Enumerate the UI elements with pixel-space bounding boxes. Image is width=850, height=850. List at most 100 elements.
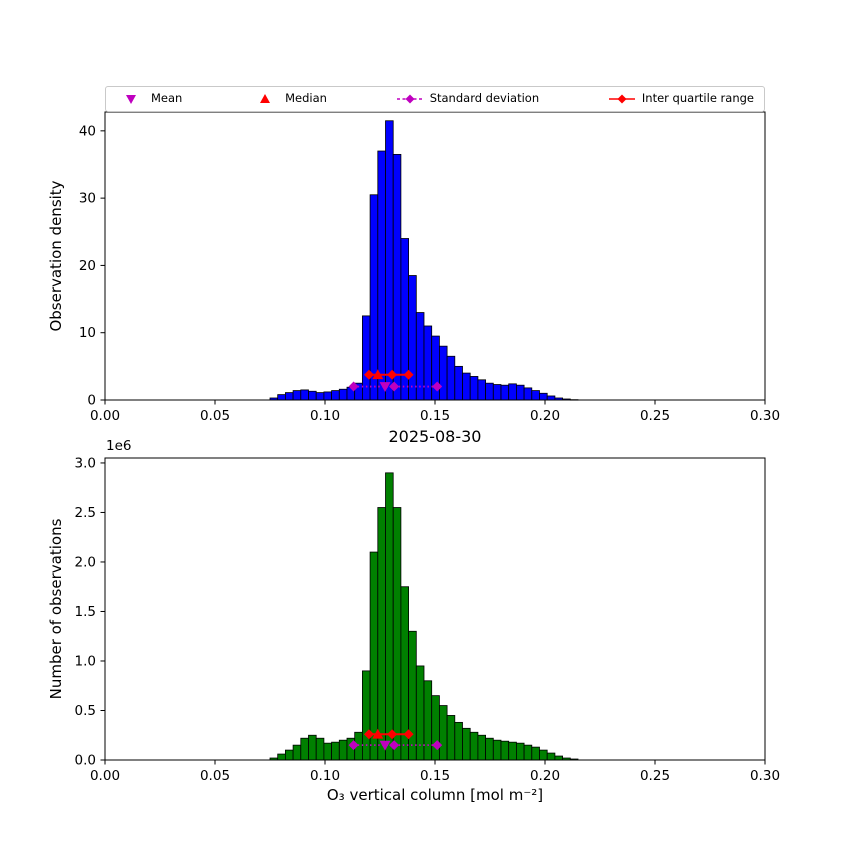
diamond-marker (364, 729, 374, 740)
histogram-bar (539, 749, 548, 761)
histogram-bar (392, 507, 402, 761)
histogram-bar (523, 387, 533, 401)
histogram-bar (485, 737, 494, 761)
histogram-bar (284, 392, 294, 401)
diamond-marker (387, 729, 398, 740)
y-axis-label: Number of observations (47, 518, 65, 699)
diamond-marker (403, 729, 414, 740)
legend-label: Mean (151, 91, 183, 106)
x-tick-label: 0.20 (530, 768, 560, 784)
y-tick-label: 30 (79, 191, 96, 207)
histogram-bar (338, 388, 348, 401)
histogram-bar (292, 744, 302, 761)
histogram-bar (308, 734, 317, 761)
legend-label: Standard deviation (429, 91, 540, 106)
diamond-icon (396, 94, 423, 104)
histogram-bar (431, 695, 440, 761)
histogram-bar (438, 705, 448, 761)
y-tick-label: 10 (79, 325, 96, 341)
histogram-bar (508, 383, 517, 401)
histogram-bar (284, 749, 294, 761)
histogram-bar (315, 392, 325, 401)
histogram-bar (500, 384, 510, 401)
y-tick-label: 2.0 (75, 554, 96, 570)
x-tick-label: 0.20 (530, 408, 560, 424)
histogram-bar (477, 734, 486, 761)
y-axis-label: Observation density (47, 180, 65, 331)
histogram-bar (292, 390, 302, 401)
x-tick-label: 0.05 (200, 768, 230, 784)
histogram-bar (446, 355, 456, 401)
histogram-bar (454, 721, 463, 761)
diamond-marker (364, 369, 374, 380)
histogram-bar (469, 731, 479, 761)
y-tick-label: 0.0 (75, 753, 96, 769)
legend-item-mean: Mean (116, 92, 182, 106)
x-tick-label: 0.30 (750, 768, 780, 784)
observation-density-histogram: 0.00 0.05 0.10 0.15 0.20 0.25 0.30 0 10 20 30 40 Obs… (47, 111, 780, 424)
x-tick-label: 0.15 (420, 408, 450, 424)
histogram-bar (385, 472, 394, 761)
histogram-bar (369, 194, 379, 401)
histogram-bar (477, 379, 486, 401)
x-tick-label: 0.00 (90, 408, 120, 424)
histogram-bar (523, 744, 533, 761)
histogram-bar (408, 630, 417, 761)
histogram-bar (369, 551, 379, 761)
histogram-bar (531, 390, 540, 401)
histogram-bar (385, 120, 394, 401)
histogram-bar (300, 389, 309, 401)
legend-item-standard-deviation: Standard deviation (395, 92, 539, 106)
x-tick-label: 0.05 (200, 408, 230, 424)
histogram-bar (469, 376, 479, 401)
y-tick-label: 3.0 (75, 455, 96, 471)
histogram-bar (331, 741, 340, 761)
histogram-bars (269, 120, 579, 401)
diamond-marker (348, 381, 359, 392)
diamond-marker (389, 381, 400, 392)
triangle-up-marker (372, 369, 384, 380)
x-tick-label: 0.10 (310, 768, 340, 784)
histogram-bar (554, 755, 564, 761)
triangle-up-marker (260, 94, 271, 103)
histogram-bar (462, 372, 471, 401)
legend-label: Inter quartile range (641, 91, 754, 106)
legend-item-median: Median (250, 92, 327, 106)
histogram-bar (516, 742, 525, 761)
histogram-bar (308, 390, 317, 401)
x-tick-label: 0.25 (640, 768, 670, 784)
x-tick-label: 0.30 (750, 408, 780, 424)
histogram-bar (323, 391, 332, 401)
histogram-bar (485, 382, 494, 401)
histogram-bar (462, 727, 471, 761)
x-tick-label: 0.25 (640, 408, 670, 424)
histogram-bar (277, 394, 286, 401)
histogram-bar (408, 275, 417, 401)
histogram-bar (516, 384, 525, 401)
x-tick-label: 0.10 (310, 408, 340, 424)
y-axis-offset-text: 1e6 (106, 438, 131, 454)
y-tick-label: 1.5 (75, 604, 96, 620)
legend: Mean Median Standard deviation Inter quarti… (105, 86, 765, 112)
diamond-marker (432, 381, 443, 392)
histogram-bar (277, 753, 286, 761)
histogram-bar (438, 345, 448, 401)
y-tick-label: 0 (87, 393, 96, 409)
triangle-down-marker (379, 740, 391, 751)
histogram-bar (492, 384, 502, 401)
histogram-bar (338, 739, 348, 761)
triangle-down-marker (126, 95, 136, 104)
y-tick-label: 20 (79, 258, 96, 274)
histogram-bar (539, 392, 548, 401)
diamond-marker (432, 740, 443, 751)
observation-count-histogram: 0.00 0.05 0.10 0.15 0.20 0.25 0.30 0.0 0.5 1.0 1.5… (47, 438, 780, 784)
histogram-bars (269, 472, 579, 761)
y-tick-label: 2.5 (75, 505, 96, 521)
x-tick-label: 0.00 (90, 768, 120, 784)
histogram-bar (323, 742, 332, 761)
legend-label: Median (285, 91, 327, 106)
triangle-down-marker (379, 382, 391, 393)
histogram-bar (508, 741, 517, 761)
bottom-chart-title: 2025-08-30 (388, 427, 482, 446)
